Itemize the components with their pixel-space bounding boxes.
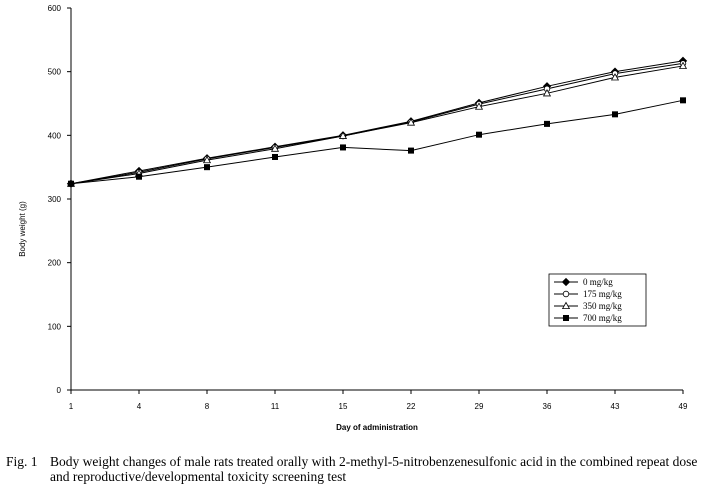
series-175-mg-kg (67, 60, 687, 187)
series-line-700-mg-kg (70, 99, 684, 185)
data-point-700-mg-kg (271, 153, 278, 160)
x-tick-label: 1 (69, 402, 74, 411)
data-point-350-mg-kg (542, 88, 552, 97)
x-tick-label: 29 (475, 402, 484, 411)
x-axis-title: Day of administration (336, 423, 418, 432)
y-axis-title: Body weight (g) (18, 201, 27, 257)
legend-marker (561, 277, 571, 287)
data-point-700-mg-kg (543, 120, 550, 127)
x-tick-label: 49 (679, 402, 688, 411)
data-point-350-mg-kg (406, 118, 416, 126)
legend-label: 700 mg/kg (583, 313, 622, 323)
data-point-700-mg-kg (679, 97, 686, 104)
data-point-350-mg-kg (610, 73, 620, 81)
legend-marker (562, 314, 569, 321)
chart-legend: 0 mg/kg 175 mg/kg 350 mg/kg 700 mg/kg (548, 273, 647, 327)
data-point-700-mg-kg (136, 173, 143, 180)
legend-label: 175 mg/kg (583, 289, 622, 299)
data-point-700-mg-kg (68, 180, 75, 187)
legend-marker (562, 290, 570, 298)
legend-item: 700 mg/kg (554, 313, 622, 323)
data-point-350-mg-kg (474, 102, 484, 110)
y-tick-label: 200 (48, 259, 62, 268)
figure-label: Fig. 1 (6, 454, 38, 469)
legend-item: 0 mg/kg (554, 277, 613, 287)
data-point-350-mg-kg (678, 61, 688, 69)
x-tick-label: 15 (339, 402, 348, 411)
legend-marker (561, 301, 571, 310)
y-tick-label: 100 (48, 322, 62, 331)
legend-item: 175 mg/kg (554, 289, 622, 299)
data-point-700-mg-kg (339, 144, 346, 151)
y-tick-label: 600 (48, 4, 62, 13)
data-point-700-mg-kg (204, 164, 211, 171)
figure-caption-text: Body weight changes of male rats treated… (50, 454, 698, 484)
y-tick-label: 400 (48, 131, 62, 140)
x-tick-label: 11 (271, 402, 280, 411)
data-point-700-mg-kg (407, 147, 414, 154)
series-line-0-mg-kg (70, 60, 684, 185)
series-line-350-mg-kg (70, 65, 684, 185)
x-tick-label: 22 (407, 402, 416, 411)
x-tick-label: 36 (543, 402, 552, 411)
legend-label: 0 mg/kg (583, 277, 613, 287)
x-tick-label: 8 (205, 402, 210, 411)
body-weight-chart: 0 100 200 300 400 500 600 1 4 8 11 15 22 29 36 43 49 Day … (18, 4, 688, 432)
series-700-mg-kg (68, 97, 686, 187)
x-tick-label: 43 (611, 402, 620, 411)
data-point-350-mg-kg (338, 131, 348, 139)
figure-caption: Fig. 1 Body weight changes of male rats … (6, 454, 712, 484)
data-point-700-mg-kg (611, 111, 618, 118)
y-tick-label: 500 (48, 68, 62, 77)
data-point-350-mg-kg (270, 144, 280, 152)
legend-label: 350 mg/kg (583, 301, 622, 311)
legend-item: 350 mg/kg (554, 301, 622, 311)
series-line-175-mg-kg (70, 62, 684, 185)
y-tick-label: 0 (57, 386, 62, 395)
data-point-700-mg-kg (475, 131, 482, 138)
data-point-350-mg-kg (202, 155, 212, 164)
x-tick-label: 4 (137, 402, 142, 411)
series-layer (66, 56, 688, 188)
y-tick-label: 300 (48, 195, 62, 204)
chart-axes: 0 100 200 300 400 500 600 1 4 8 11 15 22 29 36 43 49 Day … (18, 4, 688, 432)
